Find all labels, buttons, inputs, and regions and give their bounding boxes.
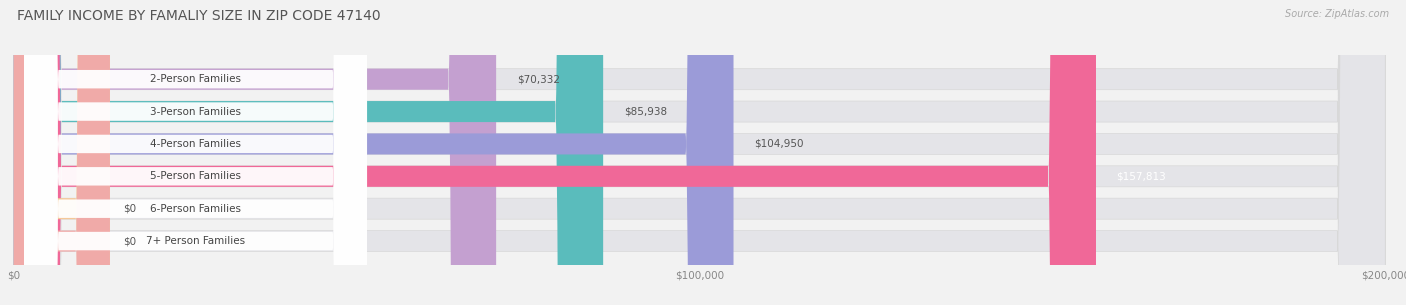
Text: $70,332: $70,332 — [517, 74, 560, 84]
FancyBboxPatch shape — [14, 0, 1385, 305]
Text: 4-Person Families: 4-Person Families — [150, 139, 240, 149]
FancyBboxPatch shape — [24, 0, 367, 305]
Text: 5-Person Families: 5-Person Families — [150, 171, 240, 181]
Text: $157,813: $157,813 — [1116, 171, 1167, 181]
FancyBboxPatch shape — [14, 0, 734, 305]
Text: FAMILY INCOME BY FAMALIY SIZE IN ZIP CODE 47140: FAMILY INCOME BY FAMALIY SIZE IN ZIP COD… — [17, 9, 381, 23]
FancyBboxPatch shape — [14, 0, 1385, 305]
FancyBboxPatch shape — [14, 0, 1385, 305]
Text: 6-Person Families: 6-Person Families — [150, 204, 240, 214]
Text: 2-Person Families: 2-Person Families — [150, 74, 240, 84]
FancyBboxPatch shape — [14, 0, 1097, 305]
Text: $85,938: $85,938 — [624, 106, 666, 117]
FancyBboxPatch shape — [14, 0, 1385, 305]
FancyBboxPatch shape — [14, 0, 496, 305]
Text: 7+ Person Families: 7+ Person Families — [146, 236, 245, 246]
FancyBboxPatch shape — [24, 0, 367, 305]
Text: $0: $0 — [124, 236, 136, 246]
Text: Source: ZipAtlas.com: Source: ZipAtlas.com — [1285, 9, 1389, 19]
FancyBboxPatch shape — [24, 0, 367, 305]
Text: $0: $0 — [124, 204, 136, 214]
Text: $104,950: $104,950 — [754, 139, 804, 149]
Text: 3-Person Families: 3-Person Families — [150, 106, 240, 117]
FancyBboxPatch shape — [24, 0, 367, 305]
FancyBboxPatch shape — [14, 0, 1385, 305]
FancyBboxPatch shape — [14, 0, 603, 305]
FancyBboxPatch shape — [14, 0, 110, 305]
FancyBboxPatch shape — [24, 0, 367, 305]
FancyBboxPatch shape — [24, 0, 367, 305]
FancyBboxPatch shape — [14, 0, 1385, 305]
FancyBboxPatch shape — [14, 0, 110, 305]
